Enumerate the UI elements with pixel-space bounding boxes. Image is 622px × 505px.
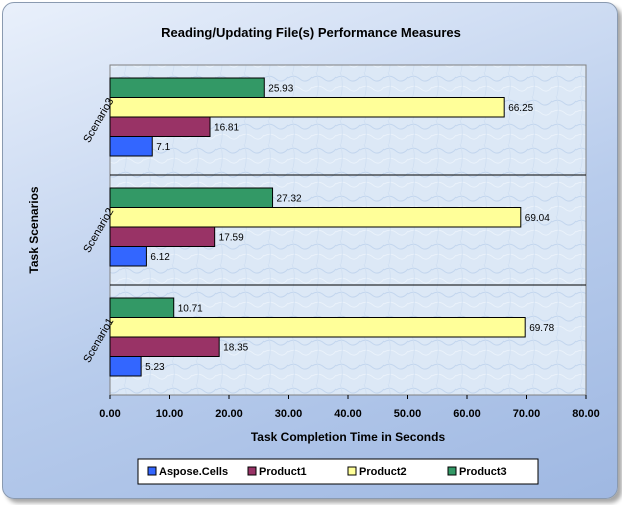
bar-product2-scenario3 (109, 97, 505, 118)
value-label: 7.1 (156, 142, 170, 153)
value-label: 66.25 (508, 103, 533, 114)
legend-label: Product2 (359, 466, 407, 478)
bar-product1-scenario3 (109, 116, 211, 137)
value-label: 6.12 (150, 252, 170, 263)
bar-product1-scenario1 (109, 336, 220, 357)
x-axis-label: Task Completion Time in Seconds (251, 430, 446, 444)
bar-product1-scenario2 (109, 226, 216, 247)
value-label: 69.78 (529, 323, 554, 334)
x-tick-label: 0.00 (99, 408, 120, 420)
legend-swatch-product2 (347, 466, 357, 476)
legend-items: Aspose.Cells Product1 Product2 Product3 (147, 466, 507, 478)
bar-product3-scenario1 (109, 297, 175, 318)
value-label: 16.81 (214, 122, 239, 133)
value-label: 25.93 (268, 83, 293, 94)
bar-aspose-cells-scenario2 (109, 246, 147, 267)
x-tick-label: 10.00 (156, 408, 184, 420)
bar-product2-scenario2 (109, 207, 522, 228)
bar-aspose-cells-scenario3 (109, 136, 153, 157)
chart-title: Reading/Updating File(s) Performance Mea… (161, 25, 461, 40)
legend-swatch-aspose-cells (147, 466, 157, 476)
bar-aspose-cells-scenario1 (109, 356, 142, 377)
bar-product2-scenario1 (109, 317, 526, 338)
legend-swatch-product3 (447, 466, 457, 476)
y-axis-label: Task Scenarios (27, 186, 41, 273)
legend-box (137, 458, 539, 485)
value-label: 18.35 (223, 342, 248, 353)
legend: Aspose.Cells Product1 Product2 Product3 (137, 458, 539, 485)
bar-series (109, 77, 526, 377)
x-tick-label: 30.00 (275, 408, 303, 420)
x-tick-label: 20.00 (215, 408, 243, 420)
x-tick-label: 70.00 (513, 408, 541, 420)
x-tick-label: 60.00 (453, 408, 481, 420)
x-tick-label: 50.00 (394, 408, 422, 420)
bar-product3-scenario2 (109, 187, 274, 208)
x-axis-ticks: 0.00 10.00 20.00 30.00 40.00 50.00 60.00 70.00 8… (99, 395, 600, 420)
value-label: 27.32 (277, 193, 302, 204)
value-label: 10.71 (178, 303, 203, 314)
legend-label: Product1 (259, 466, 307, 478)
value-label: 5.23 (145, 362, 165, 373)
value-label: 17.59 (219, 232, 244, 243)
legend-label: Aspose.Cells (159, 466, 228, 478)
bar-product3-scenario3 (109, 77, 265, 98)
value-labels: 5.23 18.35 69.78 10.71 6.12 17.59 69.04 27.32 7.… (145, 83, 555, 373)
legend-label: Product3 (459, 466, 507, 478)
x-tick-label: 80.00 (572, 408, 600, 420)
category-separators (110, 174, 586, 286)
value-label: 69.04 (525, 213, 550, 224)
x-tick-label: 40.00 (334, 408, 362, 420)
legend-swatch-product1 (247, 466, 257, 476)
